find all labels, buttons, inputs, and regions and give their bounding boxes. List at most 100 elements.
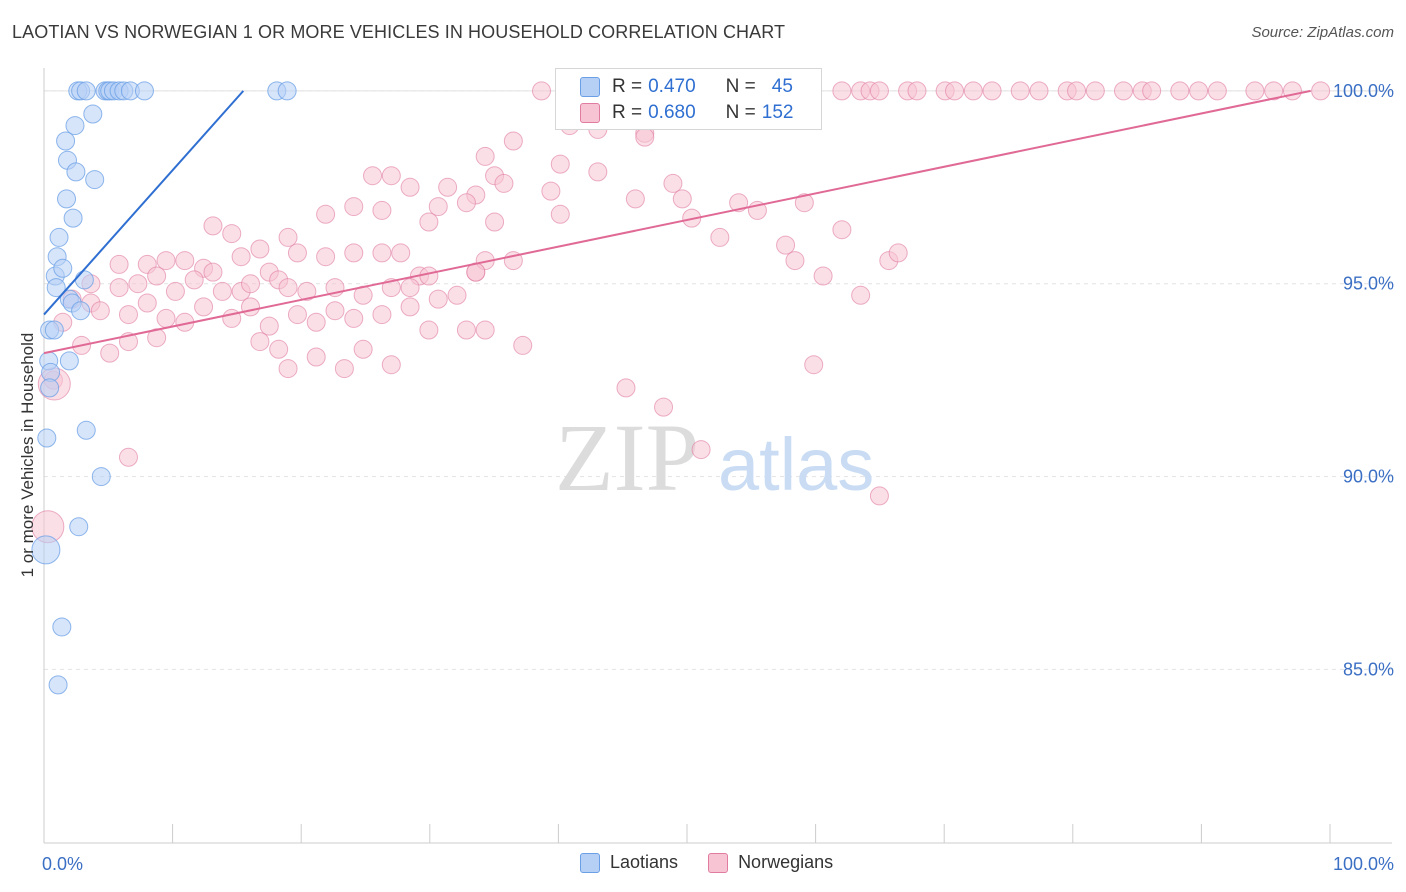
laotians-point [53, 258, 73, 278]
norwegians-point [851, 285, 871, 305]
laotians-point [277, 81, 297, 101]
norwegians-point [222, 224, 242, 244]
norwegians-point [1282, 81, 1302, 101]
norwegians-point [381, 166, 401, 186]
norwegians-point [888, 243, 908, 263]
norwegians-point [306, 312, 326, 332]
chart-title: LAOTIAN VS NORWEGIAN 1 OR MORE VEHICLES … [12, 22, 786, 42]
norwegians-point [231, 247, 251, 267]
norwegians-point [278, 359, 298, 379]
y-axis-title: 1 or more Vehicles in Household [18, 332, 37, 578]
norwegians-point [363, 166, 383, 186]
norwegians-point [428, 197, 448, 217]
norwegians-point [184, 270, 204, 290]
norwegians-point [635, 127, 655, 147]
laotians-point [63, 208, 83, 228]
bottom-legend-norwegians[interactable]: Norwegians [708, 852, 833, 873]
norwegians-point [316, 247, 336, 267]
laotians-point [37, 428, 57, 448]
norwegians-point [1264, 81, 1284, 101]
laotians-point [134, 81, 154, 101]
norwegians-point [391, 243, 411, 263]
norwegians-point [550, 204, 570, 224]
norwegians-point [372, 305, 392, 325]
norwegians-point [334, 359, 354, 379]
source-label: Source: ZipAtlas.com [1251, 24, 1394, 41]
norwegians-point [804, 355, 824, 375]
legend-r-value: 0.470 [648, 76, 696, 97]
norwegians-point [1067, 81, 1087, 101]
norwegians-point [1311, 81, 1331, 101]
norwegians-point [550, 154, 570, 174]
norwegians-point [250, 332, 270, 352]
norwegians-point [447, 285, 467, 305]
norwegians-point [691, 440, 711, 460]
norwegians-point [1189, 81, 1209, 101]
norwegians-point [832, 220, 852, 240]
norwegians-point [306, 347, 326, 367]
laotians-point [71, 301, 91, 321]
norwegians-point [325, 301, 345, 321]
legend-n-label: N = [725, 76, 756, 97]
norwegians-point [907, 81, 927, 101]
norwegians-point [212, 281, 232, 301]
norwegians-point [278, 227, 298, 247]
norwegians-point [109, 278, 129, 298]
laotians-point [56, 131, 76, 151]
x-tick-label-min: 0.0% [42, 854, 83, 874]
laotians-point [85, 170, 105, 190]
laotians-point [31, 535, 61, 565]
laotians-point [74, 270, 94, 290]
norwegians-point [963, 81, 983, 101]
norwegians-point [672, 189, 692, 209]
norwegians-point [175, 251, 195, 271]
watermark-atlas: atlas [718, 423, 874, 506]
bottom-legend-swatch-laotians [580, 852, 600, 873]
norwegians-point [137, 293, 157, 313]
laotians-point [57, 189, 77, 209]
laotians-point [40, 378, 60, 398]
norwegians-point [945, 81, 965, 101]
y-tick-label: 95.0% [1343, 274, 1394, 294]
norwegians-point [616, 378, 636, 398]
norwegians-point [419, 266, 439, 286]
series-laotians [31, 81, 297, 695]
norwegians-point [475, 146, 495, 166]
norwegians-point [869, 81, 889, 101]
norwegians-point [156, 251, 176, 271]
bottom-legend: Laotians Norwegians [580, 852, 863, 873]
laotians-point [76, 81, 96, 101]
norwegians-point [109, 254, 129, 274]
norwegians-point [90, 301, 110, 321]
norwegians-point [513, 335, 533, 355]
bottom-legend-label-laotians: Laotians [610, 852, 679, 872]
norwegians-point [419, 320, 439, 340]
grid-lines [44, 90, 1392, 670]
norwegians-point [194, 297, 214, 317]
norwegians-point [344, 243, 364, 263]
norwegians-point [541, 181, 561, 201]
norwegians-point [729, 193, 749, 213]
norwegians-point [794, 193, 814, 213]
norwegians-point [785, 251, 805, 271]
norwegians-point [663, 173, 683, 193]
legend-row-norwegians: R = 0.680 N = 152 [580, 101, 799, 125]
norwegians-point [241, 297, 261, 317]
norwegians-point [372, 243, 392, 263]
norwegians-point [832, 81, 852, 101]
laotians-point [76, 420, 96, 440]
norwegians-point [710, 227, 730, 247]
norwegians-point [400, 297, 420, 317]
bottom-legend-laotians[interactable]: Laotians [580, 852, 678, 873]
norwegians-point [203, 262, 223, 282]
norwegians-point [1245, 81, 1265, 101]
norwegians-point [353, 339, 373, 359]
norwegians-point [428, 289, 448, 309]
norwegians-point [156, 308, 176, 328]
norwegians-point [100, 343, 120, 363]
bottom-legend-label-norwegians: Norwegians [738, 852, 834, 872]
legend-swatch-laotians [580, 77, 600, 97]
norwegians-point [372, 200, 392, 220]
y-tick-label: 90.0% [1343, 467, 1394, 487]
norwegians-point [147, 266, 167, 286]
